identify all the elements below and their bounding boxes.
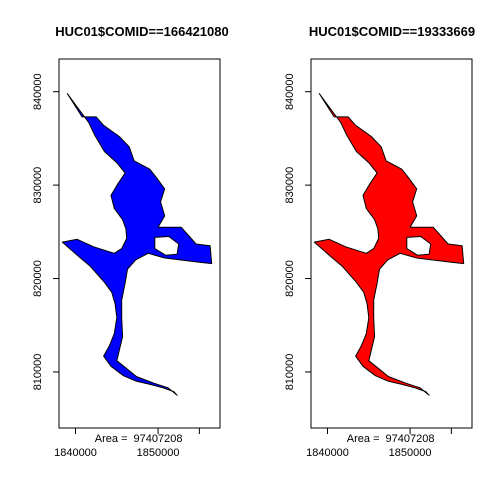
- x-tick-label: 1840000: [54, 447, 97, 459]
- plot-frame: [58, 58, 221, 429]
- y-tick-label: 840000: [284, 73, 296, 110]
- area-label: Area =: [347, 433, 380, 445]
- y-tick-label: 810000: [32, 354, 44, 391]
- map-panel-2: HUC01$COMID==19333669 810000 820000 830000 8…: [284, 24, 475, 459]
- x-tick-label: 1840000: [306, 447, 349, 459]
- plot-frame: [310, 58, 473, 429]
- map-panel-1: HUC01$COMID==166421080 810000 820000 830000…: [32, 24, 229, 459]
- y-tick-label: 820000: [32, 260, 44, 297]
- y-tick-label: 830000: [284, 167, 296, 204]
- lake-polygon: [61, 93, 213, 396]
- y-tick-label: 840000: [32, 73, 44, 110]
- panel-title: HUC01$COMID==19333669: [309, 24, 475, 39]
- y-tick-label: 810000: [284, 354, 296, 391]
- y-tick-label: 830000: [32, 167, 44, 204]
- panel-title: HUC01$COMID==166421080: [55, 24, 228, 39]
- area-value: 97407208: [134, 433, 183, 445]
- area-value: 97407208: [386, 433, 435, 445]
- y-tick-label: 820000: [284, 260, 296, 297]
- lake-polygon: [313, 93, 465, 396]
- area-label: Area =: [95, 433, 128, 445]
- x-tick-label: 1850000: [389, 447, 432, 459]
- x-tick-label: 1850000: [137, 447, 180, 459]
